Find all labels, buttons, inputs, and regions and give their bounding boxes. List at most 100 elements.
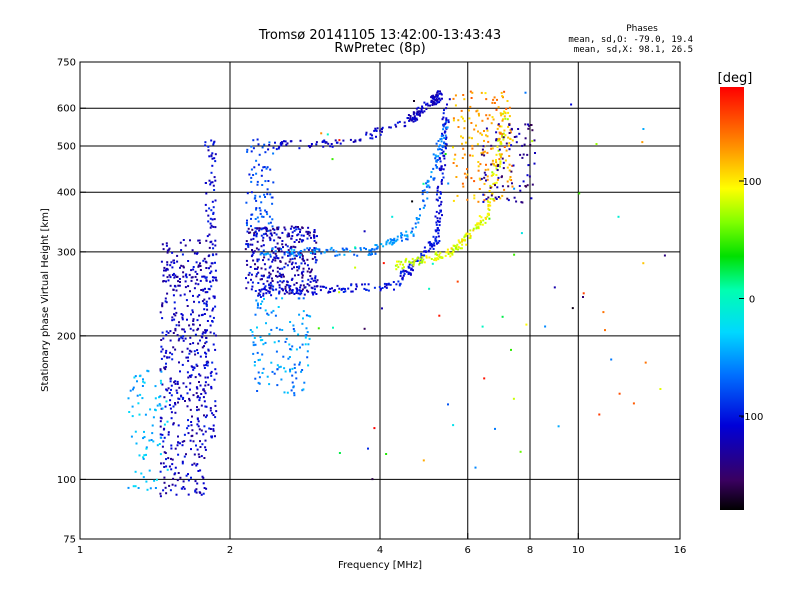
data-point	[423, 101, 426, 104]
data-point	[255, 207, 258, 210]
data-point	[283, 226, 286, 229]
data-point	[485, 163, 487, 166]
data-point	[473, 128, 476, 131]
data-point	[173, 313, 175, 316]
data-point	[169, 377, 172, 380]
data-point	[258, 376, 261, 379]
data-point	[190, 435, 193, 438]
data-point	[371, 478, 374, 481]
data-point	[196, 387, 199, 390]
data-point	[271, 260, 274, 263]
data-point	[189, 343, 192, 345]
data-point	[486, 117, 489, 120]
data-point	[166, 389, 169, 392]
data-point	[350, 284, 353, 287]
data-point	[259, 227, 262, 230]
data-point	[162, 462, 165, 465]
data-point	[338, 139, 341, 142]
data-point	[159, 495, 162, 498]
data-point	[347, 287, 350, 290]
data-point	[260, 215, 263, 218]
data-point	[256, 232, 258, 235]
data-point	[165, 492, 168, 495]
data-point	[206, 308, 209, 311]
data-point	[256, 258, 259, 261]
data-point	[302, 388, 305, 391]
data-point	[469, 90, 472, 93]
data-point	[267, 180, 270, 182]
data-point	[318, 248, 321, 251]
data-point	[490, 147, 493, 150]
data-point	[492, 198, 495, 200]
data-point	[393, 239, 395, 242]
data-point	[205, 355, 207, 358]
data-point	[213, 296, 216, 299]
data-point	[269, 281, 272, 284]
data-point	[374, 127, 377, 130]
data-point	[483, 182, 486, 185]
data-point	[214, 153, 217, 156]
data-point	[483, 150, 486, 153]
data-point	[311, 287, 314, 290]
data-point	[265, 322, 267, 325]
data-point	[399, 263, 402, 266]
data-point	[277, 340, 280, 343]
data-point	[430, 101, 433, 103]
data-point	[194, 270, 197, 273]
data-point	[192, 320, 195, 322]
data-point	[480, 221, 482, 224]
data-point	[309, 315, 312, 318]
data-point	[190, 365, 193, 368]
data-point	[187, 285, 190, 288]
data-point	[469, 229, 472, 232]
x-tick-label: 1	[77, 545, 83, 556]
data-point	[247, 245, 250, 248]
data-point	[342, 287, 345, 290]
data-point	[438, 92, 441, 95]
data-point	[209, 331, 212, 334]
data-point	[495, 108, 498, 111]
data-point	[199, 491, 202, 494]
data-point	[482, 153, 485, 156]
data-point	[186, 427, 189, 430]
data-point	[270, 311, 273, 314]
data-point	[491, 116, 494, 119]
data-point	[151, 424, 154, 427]
data-point	[209, 183, 212, 186]
colorbar-tick-label: -100	[741, 412, 764, 423]
data-point	[402, 269, 405, 272]
data-point	[193, 462, 196, 465]
data-point	[411, 116, 414, 119]
data-point	[253, 197, 256, 200]
data-point	[433, 244, 436, 247]
data-point	[181, 328, 184, 331]
data-point	[444, 153, 447, 155]
data-point	[479, 219, 482, 222]
data-point	[432, 177, 435, 180]
data-point	[172, 477, 175, 480]
data-point	[214, 368, 217, 371]
data-point	[301, 227, 304, 229]
data-point	[194, 282, 197, 285]
data-point	[293, 293, 296, 295]
data-point	[466, 198, 469, 201]
data-point	[142, 380, 145, 383]
data-point	[260, 245, 263, 248]
data-point	[446, 126, 449, 129]
data-point	[316, 279, 319, 282]
data-point	[452, 162, 455, 164]
data-point	[201, 300, 204, 303]
data-point	[422, 459, 425, 462]
data-point	[417, 221, 420, 224]
data-point	[250, 255, 253, 258]
data-point	[177, 472, 180, 474]
data-point	[301, 288, 304, 291]
data-point	[254, 267, 256, 270]
data-point	[193, 453, 196, 456]
data-point	[187, 424, 190, 427]
data-point	[212, 414, 215, 416]
data-point	[438, 167, 441, 170]
data-point	[291, 381, 294, 384]
data-point	[526, 174, 529, 177]
